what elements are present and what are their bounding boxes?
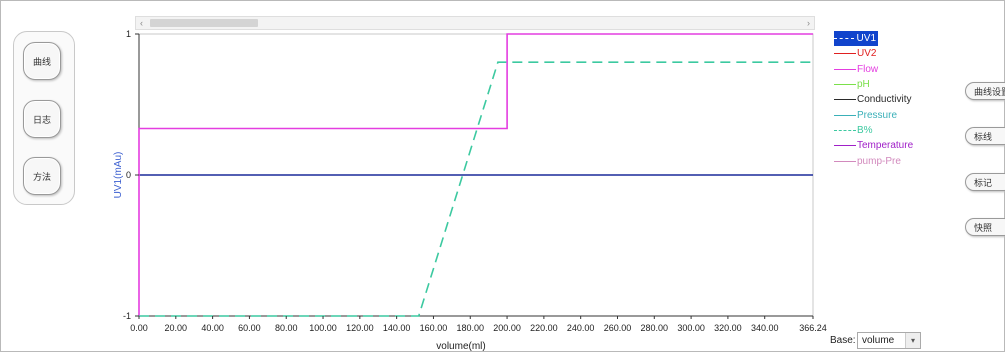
x-tick-label: 100.00 <box>309 323 337 333</box>
x-tick-label: 20.00 <box>165 323 188 333</box>
legend-swatch <box>834 145 856 147</box>
x-tick-label: 140.00 <box>383 323 411 333</box>
scroll-left-icon[interactable]: ‹ <box>140 18 143 28</box>
x-tick-label: 340.00 <box>751 323 779 333</box>
chart-legend: UV1 UV2 Flow pH Conductivity Pressure B% Temper… <box>834 31 944 169</box>
x-axis-label: volume(ml) <box>436 341 485 352</box>
mark-button[interactable]: 标记 <box>965 173 1005 191</box>
x-tick-label: 160.00 <box>420 323 448 333</box>
legend-swatch <box>834 99 856 101</box>
legend-swatch <box>834 114 856 116</box>
legend-label: Pressure <box>857 109 898 121</box>
legend-label: B% <box>857 124 873 136</box>
chart-horizontal-scrollbar[interactable]: ‹ › <box>135 16 815 30</box>
legend-item-b-[interactable]: B% <box>834 123 944 138</box>
legend-label: UV2 <box>857 48 877 60</box>
x-tick-label: 80.00 <box>275 323 298 333</box>
x-tick-label: 0.00 <box>130 323 148 333</box>
legend-label: UV1 <box>856 33 876 45</box>
x-tick-label: 220.00 <box>530 323 558 333</box>
x-tick-label: 300.00 <box>677 323 705 333</box>
legend-item-pump-pre[interactable]: pump-Pre <box>834 153 944 168</box>
legend-item-temperature[interactable]: Temperature <box>834 138 944 153</box>
x-tick-label: 280.00 <box>641 323 669 333</box>
chevron-down-icon[interactable]: ▾ <box>905 333 920 348</box>
legend-label: Conductivity <box>857 94 912 106</box>
x-tick-label: 180.00 <box>456 323 484 333</box>
x-tick-label: 40.00 <box>201 323 224 333</box>
snapshot-button[interactable]: 快照 <box>965 218 1005 236</box>
nav-button-method[interactable]: 方法 <box>23 157 61 195</box>
x-tick-label: 120.00 <box>346 323 374 333</box>
legend-item-uv2[interactable]: UV2 <box>834 46 944 61</box>
y-tick-label: 1 <box>126 29 131 39</box>
x-tick-label: 366.24 <box>799 323 827 333</box>
legend-item-flow[interactable]: Flow <box>834 62 944 77</box>
legend-swatch <box>834 53 856 55</box>
base-select-value: volume <box>862 335 895 346</box>
legend-label: Temperature <box>857 140 914 152</box>
legend-item-pressure[interactable]: Pressure <box>834 107 944 122</box>
x-tick-label: 320.00 <box>714 323 742 333</box>
legend-swatch <box>834 38 854 40</box>
legend-label: pH <box>857 79 870 91</box>
legend-label: pump-Pre <box>857 155 901 167</box>
scroll-right-icon[interactable]: › <box>807 18 810 28</box>
legend-swatch <box>834 84 856 86</box>
x-tick-label: 260.00 <box>604 323 632 333</box>
legend-swatch <box>834 160 856 162</box>
legend-item-uv1[interactable]: UV1 <box>834 31 878 47</box>
series-line-flow <box>138 33 813 316</box>
y-tick-label: 0 <box>126 170 131 180</box>
legend-item-ph[interactable]: pH <box>834 77 944 92</box>
legend-item-conductivity[interactable]: Conductivity <box>834 92 944 107</box>
x-tick-label: 240.00 <box>567 323 595 333</box>
x-tick-label: 60.00 <box>238 323 261 333</box>
legend-label: Flow <box>857 63 879 75</box>
legend-swatch <box>834 129 856 131</box>
nav-button-log[interactable]: 日志 <box>23 100 61 138</box>
curve-settings-button[interactable]: 曲线设置 <box>965 82 1005 100</box>
nav-button-curve[interactable]: 曲线 <box>23 42 61 80</box>
base-select[interactable]: volume ▾ <box>857 332 921 349</box>
y-axis-label: UV1(mAu) <box>113 152 124 199</box>
scrollbar-thumb[interactable] <box>150 19 258 27</box>
series-line-b- <box>139 61 813 317</box>
y-tick-label: -1 <box>123 311 131 321</box>
marker-line-button[interactable]: 标线 <box>965 127 1005 145</box>
legend-swatch <box>834 68 856 70</box>
base-label: Base: <box>830 335 856 346</box>
x-tick-label: 200.00 <box>493 323 521 333</box>
nav-panel: 曲线 日志 方法 <box>13 31 75 205</box>
